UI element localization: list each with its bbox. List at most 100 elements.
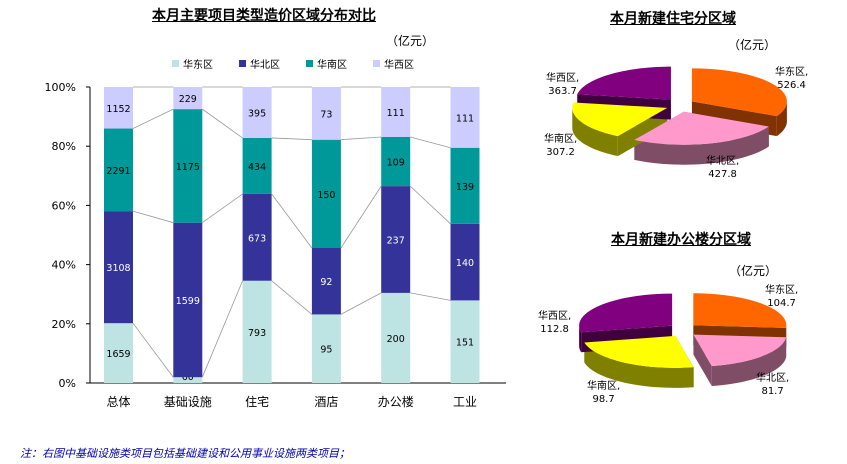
pie-slice-华南区 (572, 102, 668, 137)
series-line (202, 108, 243, 139)
bar-chart-unit: （亿元） (386, 34, 435, 48)
series-line (201, 280, 243, 378)
pie-slice-华东区 (693, 293, 787, 328)
legend-item-east: 华东区 (172, 56, 213, 71)
legend-label: 华南区 (317, 60, 347, 71)
bar-segment (104, 211, 133, 324)
data-label: 434 (248, 162, 266, 173)
pie-slice-华东区 (691, 68, 787, 117)
pie-slice-wall (711, 337, 787, 387)
bar-segment (173, 222, 203, 378)
x-tick-label: 住宅 (245, 394, 269, 409)
y-tick-label: 40% (52, 259, 76, 272)
bar-segment (104, 128, 133, 212)
data-label: 395 (248, 108, 266, 119)
y-tick-label: 80% (52, 140, 76, 153)
series-line (340, 136, 382, 141)
footnote: 注：右图中基础设施类项目包括基础建设和公用事业设施两类项目； (20, 447, 350, 460)
data-label: 1152 (106, 104, 130, 115)
bar-segment (450, 223, 480, 301)
data-label: 1659 (106, 349, 130, 360)
y-tick-label: 100% (45, 81, 76, 94)
bar-segment (311, 247, 341, 315)
legend-label: 华东区 (183, 60, 213, 71)
data-label: 111 (387, 108, 405, 119)
bar-segment (104, 87, 133, 129)
bar-segment (381, 87, 411, 138)
office-pie-chart (579, 293, 787, 388)
x-tick-label: 基础设施 (164, 395, 212, 409)
pie-slice-wall (584, 342, 694, 388)
series-line (202, 193, 243, 224)
pie-slice-华北区 (693, 334, 787, 367)
pie-label-south: 华南区, 98.7 (587, 381, 621, 405)
legend-item-west: 华西区 (373, 56, 414, 71)
data-label: 229 (179, 94, 197, 105)
bar-segment (450, 147, 480, 224)
data-label: 237 (387, 236, 405, 247)
series-line (410, 136, 451, 149)
bar-segment (242, 87, 272, 138)
pie-label-east: 华东区, 526.4 (775, 67, 809, 91)
data-label: 3108 (106, 263, 130, 274)
bar-segment (311, 314, 341, 383)
residential-pie-chart (572, 66, 787, 165)
series-line (271, 193, 313, 249)
data-label: 109 (387, 158, 405, 169)
bar-segment (450, 300, 480, 383)
y-tick-label: 60% (52, 199, 76, 212)
data-label: 793 (248, 328, 266, 339)
legend-item-south: 华南区 (306, 56, 347, 71)
bar-segment (381, 292, 411, 383)
data-label: 111 (456, 113, 474, 124)
bar-segment (173, 109, 203, 223)
legend-swatch (172, 60, 179, 67)
data-label: 150 (317, 190, 335, 201)
series-line (132, 210, 174, 224)
series-line (340, 292, 382, 315)
bar-segment (104, 323, 133, 383)
legend-item-north: 华北区 (239, 56, 280, 71)
legend-label: 华北区 (250, 60, 280, 71)
bar-segment (242, 137, 272, 194)
pie-slice-wall (572, 107, 618, 157)
data-label: 73 (320, 109, 332, 120)
pie-label-west: 华西区, 363.7 (546, 73, 580, 97)
pie-slice-wall (634, 126, 769, 165)
residential-pie-title: 本月新建住宅分区域 (610, 11, 736, 27)
series-line (410, 292, 451, 301)
legend-swatch (306, 60, 313, 67)
data-label: 60 (182, 372, 194, 383)
bar-segment (450, 87, 480, 148)
series-line (271, 280, 313, 315)
office-pie-unit: （亿元） (729, 264, 778, 278)
x-tick-label: 办公楼 (378, 394, 414, 409)
pie-label-east: 华东区, 104.7 (765, 285, 799, 309)
data-label: 200 (387, 334, 405, 345)
y-tick-label: 0% (59, 377, 76, 390)
pie-slice-华南区 (584, 335, 694, 368)
legend-swatch (239, 60, 246, 67)
series-line (340, 185, 382, 249)
data-label: 95 (320, 345, 332, 356)
series-line (271, 137, 312, 141)
pie-label-north: 华北区, 81.7 (756, 373, 790, 397)
x-tick-label: 总体 (106, 395, 130, 409)
bar-legend: 华东区 华北区 华南区 华西区 (172, 56, 414, 71)
pie-slice-wall (776, 101, 787, 137)
pie-slice-wall (579, 325, 582, 353)
bar-segment (311, 87, 341, 140)
data-label: 1175 (176, 162, 200, 173)
pie-slice-华北区 (634, 111, 769, 145)
data-label: 92 (320, 277, 332, 288)
series-line (132, 108, 174, 129)
series-line (132, 322, 174, 378)
data-label: 151 (456, 338, 474, 349)
data-label: 139 (456, 182, 474, 193)
x-tick-label: 酒店 (314, 395, 338, 409)
bar-segment (173, 87, 203, 110)
data-label: 2291 (106, 166, 130, 177)
data-label: 673 (248, 233, 266, 244)
bar-segment (381, 186, 411, 293)
data-label: 140 (456, 258, 474, 269)
